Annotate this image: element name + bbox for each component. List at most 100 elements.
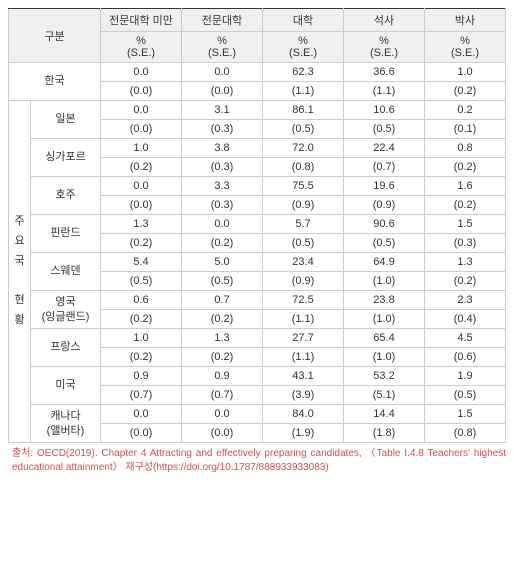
table-header: 구분 전문대학 미만 전문대학 대학 석사 박사 %(S.E.) %(S.E.)… <box>9 9 506 63</box>
table-cell: 1.3 <box>182 329 263 348</box>
table-cell: (1.1) <box>263 310 344 329</box>
table-cell: 1.0 <box>425 63 506 82</box>
header-sub: %(S.E.) <box>263 32 344 63</box>
table-cell: 62.3 <box>263 63 344 82</box>
table-cell: 72.0 <box>263 139 344 158</box>
table-cell: 86.1 <box>263 101 344 120</box>
table-cell: 0.9 <box>182 367 263 386</box>
table-cell: 1.0 <box>101 329 182 348</box>
table-cell: (0.7) <box>182 386 263 405</box>
table-cell: 1.3 <box>101 215 182 234</box>
table-cell: (0.6) <box>425 348 506 367</box>
table-cell: 2.3 <box>425 291 506 310</box>
table-cell: (0.2) <box>101 234 182 253</box>
table-cell: (0.5) <box>425 386 506 405</box>
source-note: 출처: OECD(2019). Chapter 4 Attracting and… <box>8 447 506 475</box>
table-cell: (0.2) <box>425 158 506 177</box>
table-cell: (0.8) <box>263 158 344 177</box>
table-cell: (0.8) <box>425 424 506 443</box>
table-cell: 0.0 <box>101 405 182 424</box>
table-cell: (0.2) <box>101 158 182 177</box>
table-cell: 53.2 <box>344 367 425 386</box>
header-col: 석사 <box>344 9 425 32</box>
table-cell: (0.0) <box>101 82 182 101</box>
table-cell: (5.1) <box>344 386 425 405</box>
table-cell: 0.6 <box>101 291 182 310</box>
table-cell: (3.9) <box>263 386 344 405</box>
table-cell: 43.1 <box>263 367 344 386</box>
table-cell: (1.1) <box>263 348 344 367</box>
row-label: 핀란드 <box>31 215 101 253</box>
table-cell: (0.5) <box>344 120 425 139</box>
row-label: 영국(잉글랜드) <box>31 291 101 329</box>
table-cell: (0.5) <box>344 234 425 253</box>
table-cell: (0.0) <box>182 82 263 101</box>
table-cell: 0.2 <box>425 101 506 120</box>
table-cell: 1.5 <box>425 215 506 234</box>
table-cell: (0.0) <box>182 424 263 443</box>
header-sub: %(S.E.) <box>425 32 506 63</box>
row-label: 캐나다(앨버타) <box>31 405 101 443</box>
table-cell: (1.0) <box>344 348 425 367</box>
table-cell: (0.3) <box>182 196 263 215</box>
table-cell: (0.5) <box>101 272 182 291</box>
table-cell: (0.3) <box>182 158 263 177</box>
table-cell: (0.9) <box>263 272 344 291</box>
header-sub: %(S.E.) <box>101 32 182 63</box>
table-cell: (0.5) <box>182 272 263 291</box>
table-cell: 0.7 <box>182 291 263 310</box>
table-cell: (1.9) <box>263 424 344 443</box>
row-label: 미국 <box>31 367 101 405</box>
row-label-korea: 한국 <box>9 63 101 101</box>
table-cell: (0.4) <box>425 310 506 329</box>
table-cell: (1.1) <box>263 82 344 101</box>
table-cell: 75.5 <box>263 177 344 196</box>
table-cell: (0.2) <box>425 82 506 101</box>
table-cell: 10.6 <box>344 101 425 120</box>
table-cell: (0.7) <box>344 158 425 177</box>
education-table: 구분 전문대학 미만 전문대학 대학 석사 박사 %(S.E.) %(S.E.)… <box>8 8 506 443</box>
table-cell: (0.9) <box>263 196 344 215</box>
table-cell: (0.0) <box>101 120 182 139</box>
header-sub: %(S.E.) <box>182 32 263 63</box>
table-cell: 1.6 <box>425 177 506 196</box>
table-cell: 5.7 <box>263 215 344 234</box>
table-cell: 14.4 <box>344 405 425 424</box>
row-label: 싱가포르 <box>31 139 101 177</box>
table-cell: 1.3 <box>425 253 506 272</box>
row-label: 호주 <box>31 177 101 215</box>
table-cell: 0.0 <box>101 177 182 196</box>
table-cell: 1.9 <box>425 367 506 386</box>
table-cell: (1.0) <box>344 310 425 329</box>
table-cell: 0.0 <box>182 63 263 82</box>
header-col: 전문대학 미만 <box>101 9 182 32</box>
table-cell: 64.9 <box>344 253 425 272</box>
table-cell: (0.3) <box>425 234 506 253</box>
table-cell: 5.4 <box>101 253 182 272</box>
table-cell: (0.7) <box>101 386 182 405</box>
table-body: 한국0.00.062.336.61.0(0.0)(0.0)(1.1)(1.1)(… <box>9 63 506 443</box>
header-sub: %(S.E.) <box>344 32 425 63</box>
table-cell: 1.0 <box>101 139 182 158</box>
header-col: 전문대학 <box>182 9 263 32</box>
table-cell: (0.2) <box>425 196 506 215</box>
table-cell: 3.1 <box>182 101 263 120</box>
table-cell: (1.1) <box>344 82 425 101</box>
table-cell: 0.8 <box>425 139 506 158</box>
side-label: 주요국현황 <box>9 101 31 443</box>
table-cell: (0.0) <box>101 196 182 215</box>
table-cell: 0.0 <box>182 215 263 234</box>
table-cell: 90.6 <box>344 215 425 234</box>
table-cell: 23.8 <box>344 291 425 310</box>
table-cell: (0.2) <box>182 234 263 253</box>
table-cell: 3.3 <box>182 177 263 196</box>
header-col: 박사 <box>425 9 506 32</box>
table-cell: (0.3) <box>182 120 263 139</box>
table-cell: (0.2) <box>101 348 182 367</box>
table-cell: (0.2) <box>425 272 506 291</box>
table-cell: 19.6 <box>344 177 425 196</box>
table-cell: (0.2) <box>182 310 263 329</box>
table-cell: 0.0 <box>101 101 182 120</box>
row-label: 프랑스 <box>31 329 101 367</box>
row-label: 일본 <box>31 101 101 139</box>
